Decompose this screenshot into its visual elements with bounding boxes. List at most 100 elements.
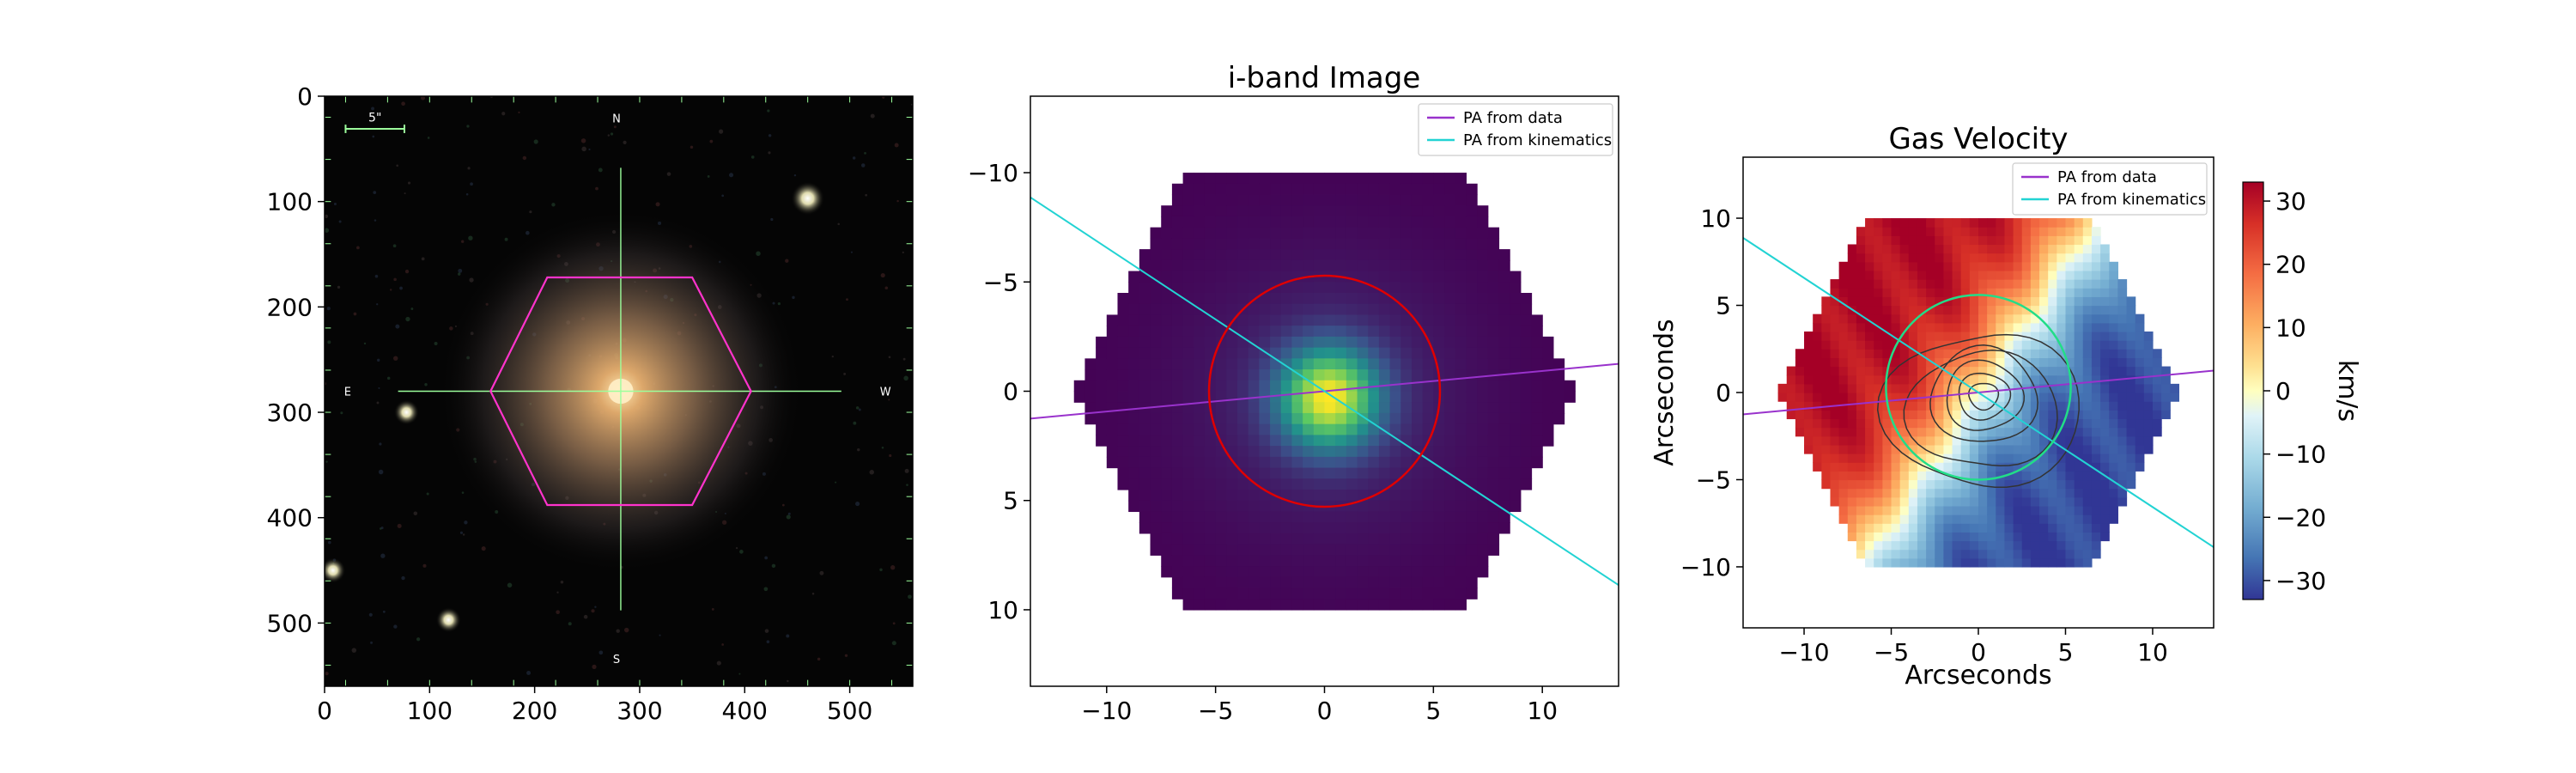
velocity-pixel — [2074, 557, 2084, 568]
heatmap-pixel — [1400, 205, 1413, 217]
velocity-pixel — [2004, 532, 2014, 542]
x-tick-label: 5 — [2058, 638, 2074, 666]
heatmap-pixel — [1303, 293, 1315, 305]
heatmap-pixel — [1194, 456, 1206, 469]
velocity-pixel — [1969, 253, 1979, 263]
heatmap-pixel — [1346, 478, 1358, 490]
heatmap-pixel — [1357, 358, 1369, 370]
heatmap-pixel — [1389, 326, 1401, 338]
velocity-pixel — [2135, 313, 2145, 324]
heatmap-pixel — [1520, 402, 1533, 414]
velocity-pixel — [2057, 296, 2067, 307]
heatmap-pixel — [1368, 173, 1380, 185]
heatmap-pixel — [1248, 314, 1260, 326]
heatmap-pixel — [1477, 216, 1489, 228]
velocity-pixel — [1899, 462, 1910, 472]
velocity-pixel — [2021, 340, 2032, 350]
velocity-pixel — [1847, 357, 1857, 368]
heatmap-pixel — [1487, 282, 1500, 294]
background-noise — [902, 357, 906, 361]
velocity-pixel — [2074, 235, 2084, 246]
heatmap-pixel — [1378, 303, 1391, 316]
velocity-pixel — [1847, 322, 1857, 332]
heatmap-pixel — [1237, 576, 1249, 589]
velocity-pixel — [1882, 244, 1893, 254]
heatmap-pixel — [1171, 271, 1184, 283]
heatmap-pixel — [1400, 391, 1413, 403]
velocity-pixel — [2039, 435, 2049, 446]
heatmap-pixel — [1270, 380, 1282, 393]
heatmap-pixel — [1139, 522, 1151, 534]
velocity-pixel — [2074, 357, 2084, 368]
velocity-pixel — [2143, 410, 2154, 420]
velocity-pixel — [1917, 288, 1927, 297]
velocity-pixel — [1978, 331, 1988, 341]
heatmap-pixel — [1455, 533, 1467, 545]
heatmap-pixel — [1422, 522, 1434, 534]
velocity-pixel — [2048, 514, 2057, 524]
heatmap-pixel — [1259, 566, 1271, 578]
heatmap-pixel — [1510, 412, 1522, 425]
velocity-pixel — [2048, 496, 2057, 507]
velocity-pixel — [1856, 435, 1866, 446]
velocity-pixel — [1856, 418, 1866, 429]
heatmap-pixel — [1433, 238, 1445, 250]
velocity-pixel — [1856, 444, 1866, 454]
heatmap-pixel — [1477, 555, 1489, 567]
heatmap-pixel — [1248, 249, 1260, 261]
heatmap-pixel — [1400, 576, 1413, 589]
heatmap-pixel — [1128, 282, 1140, 294]
heatmap-pixel — [1520, 412, 1533, 425]
velocity-pixel — [2057, 393, 2067, 402]
velocity-pixel — [1987, 453, 1996, 463]
background-noise — [459, 531, 464, 534]
velocity-pixel — [1813, 357, 1822, 368]
velocity-pixel — [2109, 383, 2118, 393]
velocity-pixel — [1917, 253, 1927, 263]
velocity-pixel — [1943, 435, 1953, 446]
heatmap-pixel — [1237, 412, 1249, 425]
velocity-pixel — [1969, 410, 1979, 420]
heatmap-pixel — [1128, 456, 1140, 469]
velocity-pixel — [2030, 288, 2040, 297]
heatmap-pixel — [1270, 467, 1282, 479]
velocity-pixel — [1926, 374, 1935, 385]
compass-south: S — [613, 654, 620, 666]
velocity-pixel — [2021, 549, 2032, 559]
heatmap-pixel — [1444, 347, 1456, 359]
heatmap-pixel — [1378, 216, 1391, 228]
velocity-pixel — [1969, 288, 1979, 297]
heatmap-pixel — [1194, 599, 1206, 611]
heatmap-pixel — [1444, 478, 1456, 490]
heatmap-pixel — [1510, 490, 1522, 502]
velocity-pixel — [1969, 462, 1979, 472]
background-noise — [763, 587, 769, 592]
velocity-pixel — [1891, 357, 1901, 368]
heatmap-pixel — [1378, 358, 1391, 370]
velocity-pixel — [1996, 471, 2006, 481]
velocity-pixel — [2057, 218, 2067, 228]
heatmap-pixel — [1128, 314, 1140, 326]
velocity-pixel — [1969, 496, 1979, 507]
heatmap-pixel — [1531, 380, 1543, 393]
velocity-pixel — [2117, 331, 2128, 341]
velocity-pixel — [2126, 462, 2136, 472]
heatmap-pixel — [1346, 183, 1358, 196]
velocity-pixel — [2065, 418, 2075, 429]
velocity-pixel — [1917, 410, 1927, 420]
heatmap-pixel — [1128, 303, 1140, 316]
velocity-pixel — [2091, 227, 2101, 236]
velocity-pixel — [2091, 514, 2101, 524]
heatmap-pixel — [1226, 293, 1238, 305]
velocity-pixel — [1874, 479, 1883, 490]
heatmap-pixel — [1226, 173, 1238, 185]
velocity-pixel — [2082, 349, 2093, 359]
velocity-pixel — [2030, 305, 2040, 315]
velocity-pixel — [1987, 393, 1996, 402]
velocity-pixel — [1908, 410, 1918, 420]
velocity-pixel — [1804, 349, 1814, 359]
velocity-pixel — [2117, 340, 2128, 350]
background-noise — [850, 251, 853, 253]
velocity-pixel — [1978, 427, 1988, 437]
velocity-pixel — [2109, 305, 2118, 315]
